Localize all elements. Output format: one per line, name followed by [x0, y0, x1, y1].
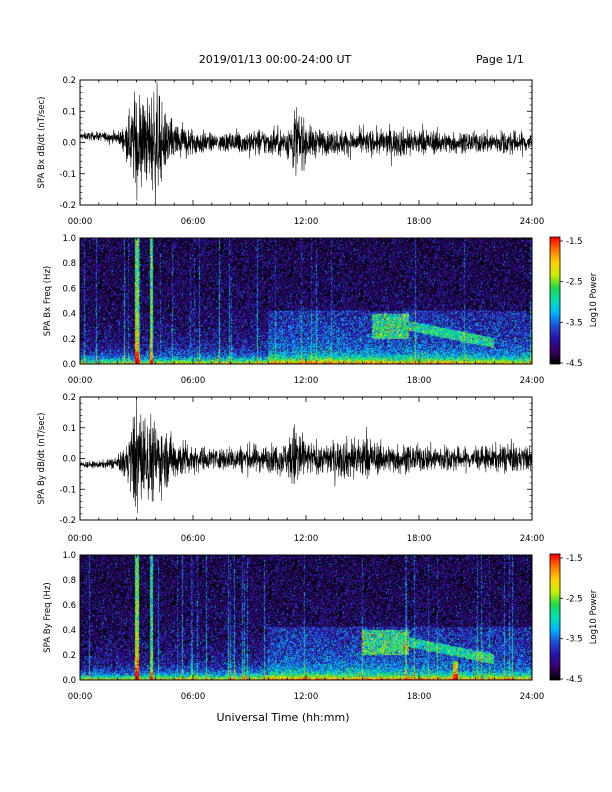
- by-spectrogram-image: [80, 555, 532, 680]
- x-tick-label: 06:00: [181, 692, 206, 702]
- x-tick-label: 24:00: [520, 376, 545, 386]
- x-tick-label: 06:00: [181, 376, 206, 386]
- figure-title: 2019/01/13 00:00-24:00 UT: [199, 53, 352, 66]
- x-tick-label: 00:00: [68, 376, 93, 386]
- xaxis-label: Universal Time (hh:mm): [217, 711, 350, 724]
- x-tick-label: 12:00: [294, 217, 319, 227]
- y-tick-label: 0.2: [62, 76, 76, 86]
- colorbar-tick-label: -1.5: [566, 237, 583, 247]
- trace-line: [79, 82, 533, 206]
- y-tick-label: 0.4: [62, 626, 76, 636]
- y-tick-label: 0.0: [62, 455, 76, 465]
- x-tick-label: 06:00: [181, 534, 206, 544]
- x-tick-label: 00:00: [68, 692, 93, 702]
- by-spectrogram-panel: 1.0 0.8 0.6 0.4 0.2 0.0 00:00 06:00 12:00 18:00 2…: [43, 551, 599, 702]
- y-tick-label: 0.4: [62, 310, 76, 320]
- by-trace: [79, 396, 533, 513]
- y-tick-label: 0.8: [62, 259, 76, 269]
- y-tick-label: -0.1: [59, 170, 76, 180]
- colorbar-tick-label: -4.5: [566, 359, 583, 369]
- x-tick-label: 18:00: [407, 534, 432, 544]
- x-tick-label: 12:00: [294, 376, 319, 386]
- y-tick-label: -0.1: [59, 485, 76, 495]
- bx-spectrogram-panel: 1.0 0.8 0.6 0.4 0.2 0.0 00:00 06:00 12:00 18:00 2…: [43, 234, 599, 386]
- y-tick-label: 0.6: [62, 284, 76, 294]
- y-tick-label: 0.0: [62, 139, 76, 149]
- by-ylabel: SPA By dB/dt (nT/sec): [37, 413, 47, 505]
- x-tick-label: 00:00: [68, 217, 93, 227]
- y-tick-label: 0.0: [62, 676, 76, 686]
- by-time-series-panel: 0.2 0.1 0.0 -0.1 -0.2 00:00 06:00 12:00 18:00 24…: [37, 393, 544, 544]
- colorbar-tick-label: -3.5: [566, 318, 583, 328]
- trace-line: [79, 396, 533, 513]
- y-tick-label: 0.8: [62, 576, 76, 586]
- bx-spectrogram-image: [80, 238, 532, 364]
- bx-trace: [79, 82, 533, 206]
- colorbar-2-frame: [549, 553, 561, 681]
- x-tick-label: 06:00: [181, 217, 206, 227]
- x-tick-label: 24:00: [520, 534, 545, 544]
- y-tick-label: 0.2: [62, 393, 76, 403]
- x-tick-label: 24:00: [520, 217, 545, 227]
- colorbar-tick-label: -1.5: [566, 554, 583, 564]
- by-freq-ylabel: SPA By Freq (Hz): [43, 582, 53, 652]
- x-tick-label: 18:00: [407, 217, 432, 227]
- colorbar-2-label: Log10 Power: [589, 589, 599, 644]
- page-indicator: Page 1/1: [476, 53, 524, 66]
- y-tick-label: 0.2: [62, 651, 76, 661]
- colorbar-1-gradient: [550, 237, 560, 364]
- bx-time-series-panel: 0.2 0.1 0.0 -0.1 -0.2 00:00 06:00 12:00 18:00 24…: [37, 76, 544, 227]
- colorbar-tick-label: -2.5: [566, 278, 583, 288]
- colorbar-tick-label: -3.5: [566, 635, 583, 645]
- colorbar-2-gradient: [550, 554, 560, 680]
- y-tick-label: 0.0: [62, 360, 76, 370]
- y-tick-label: 0.6: [62, 601, 76, 611]
- colorbar-tick-label: -2.5: [566, 594, 583, 604]
- bx-freq-ylabel: SPA Bx Freq (Hz): [43, 266, 53, 336]
- colorbar-1-frame: [549, 236, 561, 365]
- y-tick-label: 0.2: [62, 335, 76, 345]
- y-tick-label: 0.1: [62, 107, 76, 117]
- y-tick-label: 1.0: [62, 234, 76, 244]
- x-tick-label: 18:00: [407, 692, 432, 702]
- y-tick-label: 0.1: [62, 424, 76, 434]
- x-tick-label: 00:00: [68, 534, 93, 544]
- y-tick-label: 1.0: [62, 551, 76, 561]
- colorbar-1-label: Log10 Power: [589, 272, 599, 327]
- x-tick-label: 12:00: [294, 534, 319, 544]
- x-tick-label: 12:00: [294, 692, 319, 702]
- y-tick-label: -0.2: [59, 516, 76, 526]
- bx-ylabel: SPA Bx dB/dt (nT/sec): [37, 97, 47, 189]
- y-tick-label: -0.2: [59, 201, 76, 211]
- x-tick-label: 24:00: [520, 692, 545, 702]
- x-tick-label: 18:00: [407, 376, 432, 386]
- colorbar-tick-label: -4.5: [566, 675, 583, 685]
